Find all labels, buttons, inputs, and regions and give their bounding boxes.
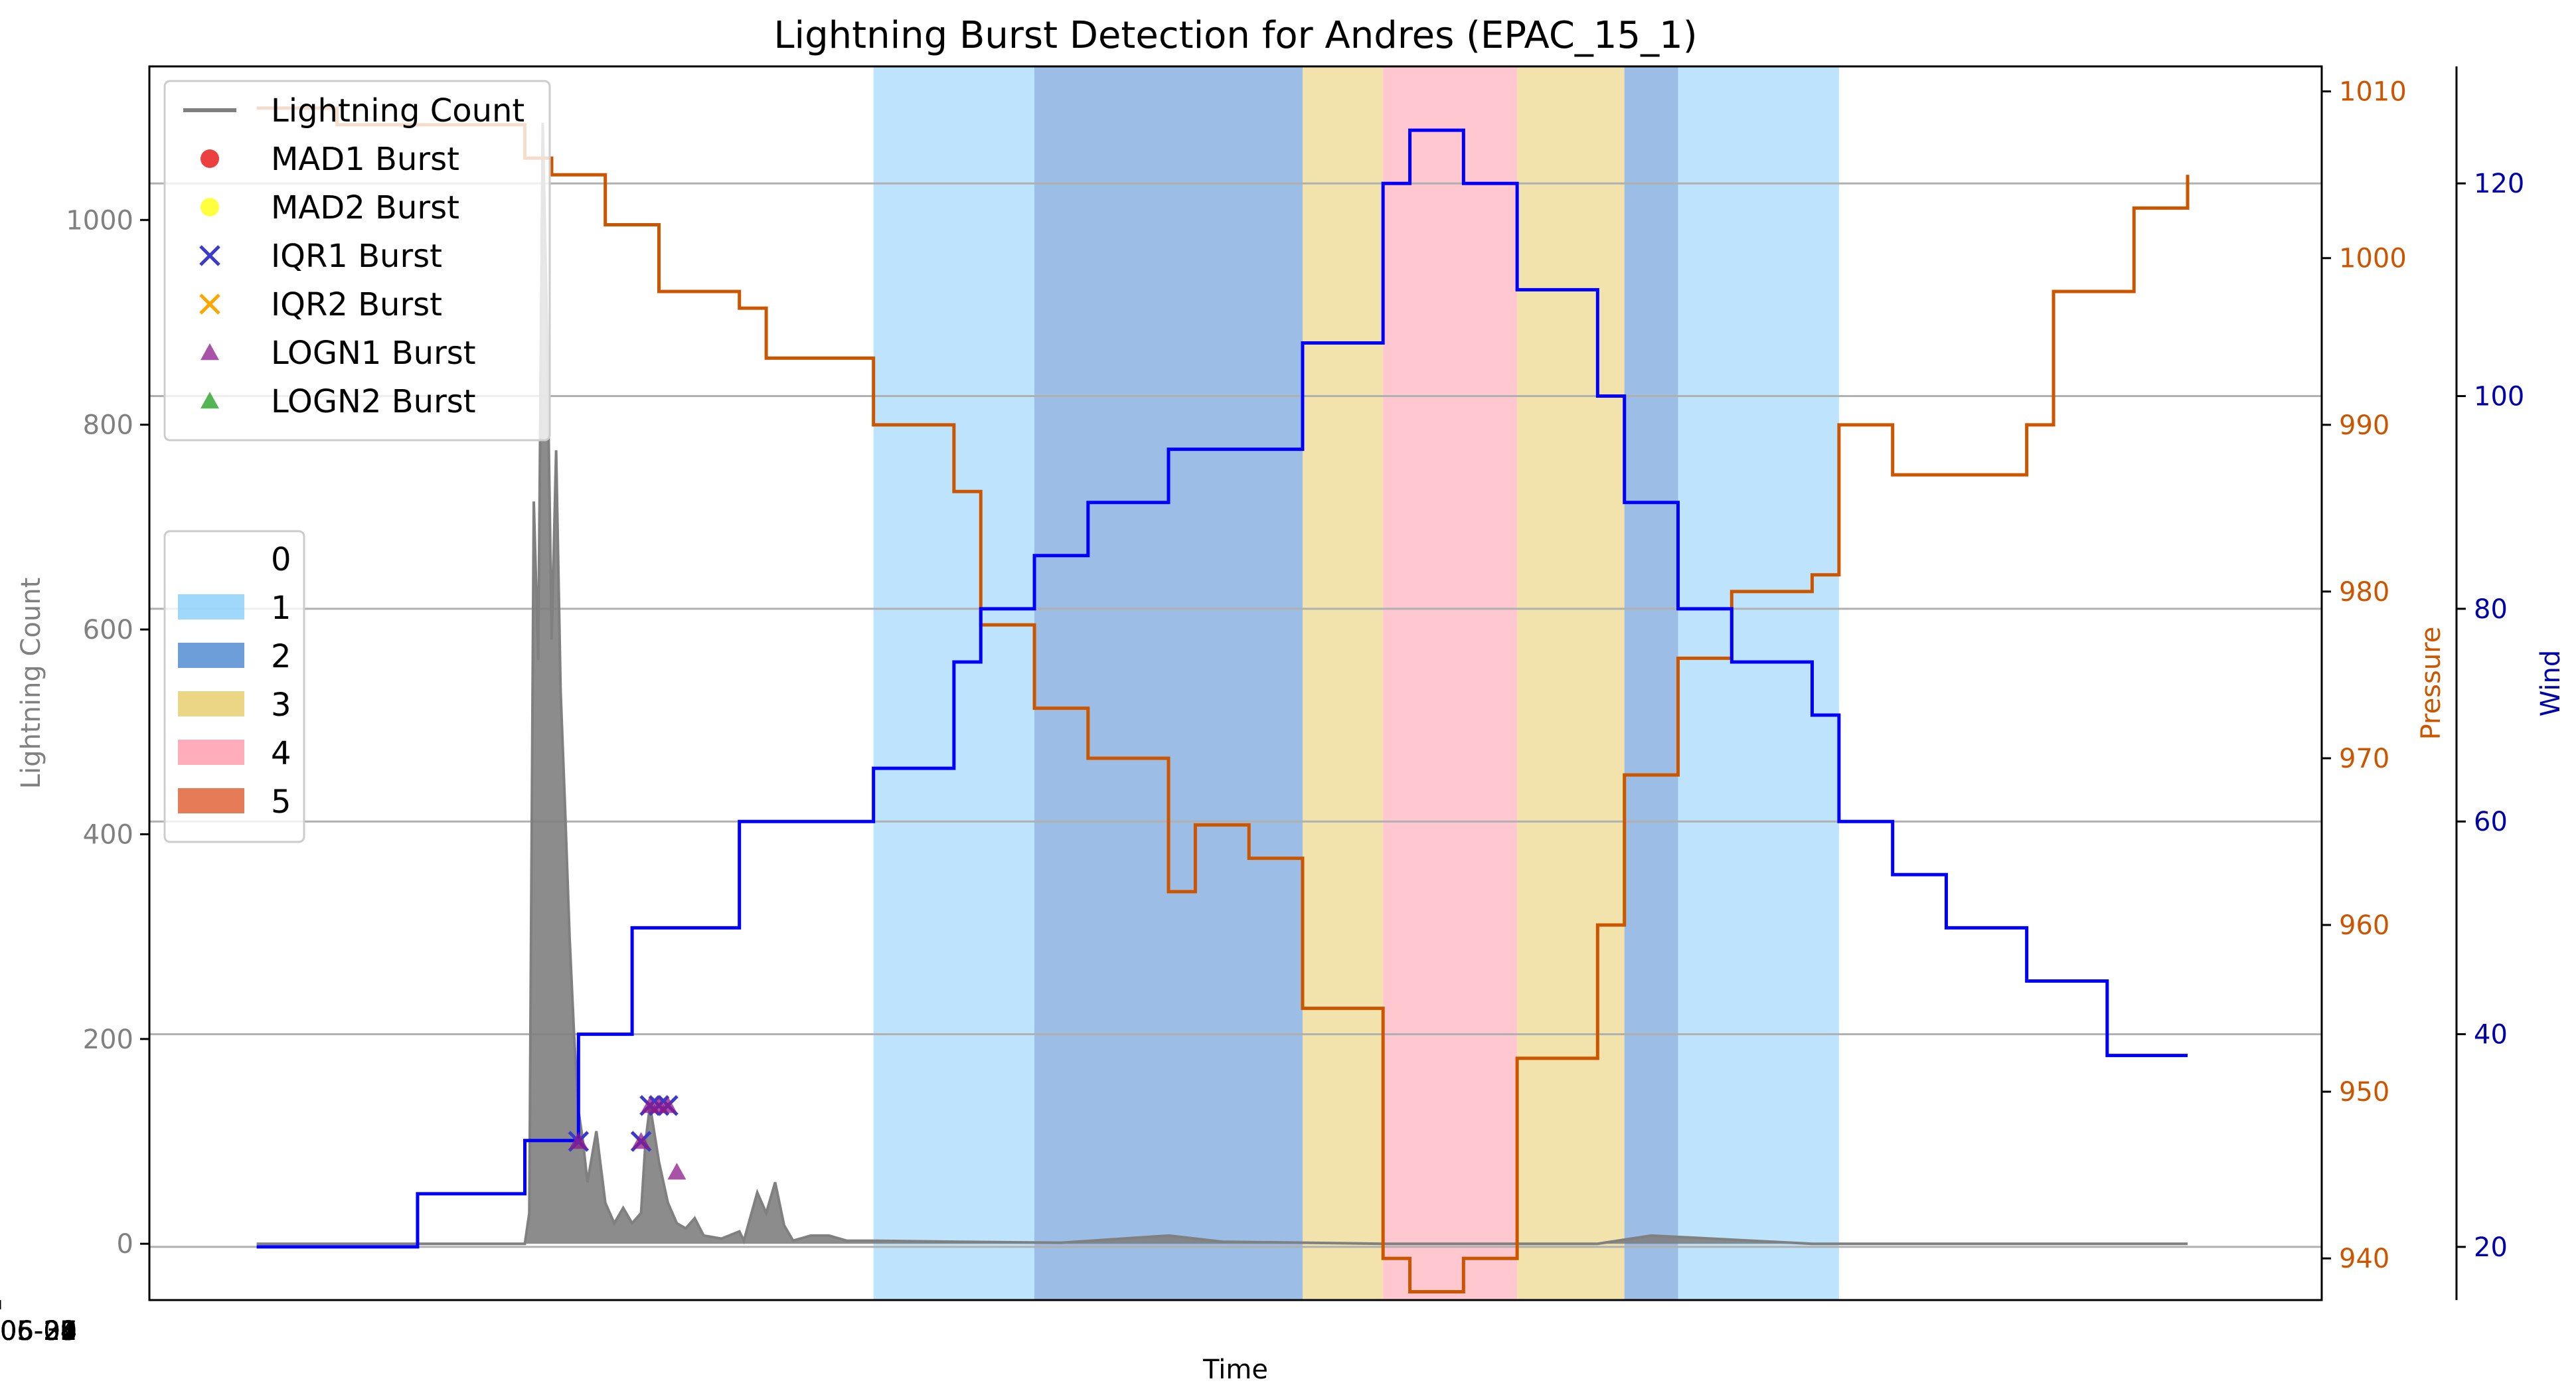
x-tick-label: 2015-06-02	[0, 1316, 77, 1347]
pressure-line	[256, 106, 2190, 1293]
x-tick-label: 2015-05-27	[0, 1316, 77, 1347]
category-swatch-5	[178, 788, 244, 813]
category-label-4: 4	[271, 735, 291, 772]
legend-label-iqr1-burst: IQR1 Burst	[271, 238, 442, 275]
tick-labels: 2015-05-272015-05-282015-05-292015-05-30…	[0, 77, 2524, 1347]
category-band-2	[1624, 66, 1678, 1300]
burst-markers	[568, 1095, 686, 1180]
legend-marker-iqr2-burst-stroke	[199, 293, 220, 315]
x-tick-label: 2015-05-30	[0, 1316, 77, 1347]
y-pressure-tick-label: 940	[2339, 1244, 2389, 1274]
grid-lines	[149, 182, 2322, 1248]
legend-label-logn2-burst: LOGN2 Burst	[271, 383, 476, 420]
y-left-tick-label: 200	[83, 1025, 133, 1055]
y-axis-label-wind: Wind	[2536, 650, 2566, 717]
category-label-0: 0	[271, 541, 291, 578]
legend-box	[163, 80, 551, 442]
y-pressure-tick-label: 990	[2339, 410, 2389, 441]
y-left-tick-label: 400	[83, 819, 133, 850]
x-tick-label: 2015-06-04	[0, 1316, 77, 1347]
logn1-burst-point	[631, 1132, 651, 1149]
chart-title: Lightning Burst Detection for Andres (EP…	[773, 14, 1697, 57]
legend-marker-logn2-burst	[201, 392, 219, 409]
x-tick-label: 2015-06-05	[0, 1316, 77, 1347]
y-wind-tick-label: 100	[2474, 382, 2524, 412]
x-tick-label: 2015-06-01	[0, 1316, 77, 1347]
category-bands	[873, 66, 1839, 1300]
legend-marker-iqr2-burst	[199, 293, 220, 315]
y-wind-tick-label: 60	[2474, 807, 2508, 837]
y-wind-tick-label: 40	[2474, 1020, 2508, 1050]
category-swatch-4	[178, 740, 244, 765]
y-pressure-tick-label: 960	[2339, 910, 2389, 941]
category-legend: 0 1 2 3 4 5	[163, 530, 305, 843]
y-wind-tick-label: 20	[2474, 1232, 2508, 1263]
logn1-burst-point	[658, 1096, 677, 1113]
y-pressure-tick-label: 970	[2339, 744, 2389, 774]
legend-label-iqr2-burst: IQR2 Burst	[271, 286, 442, 323]
y-left-tick-label: 600	[83, 615, 133, 645]
x-tick-label: 2015-05-28	[0, 1316, 77, 1347]
y-pressure-tick-label: 1000	[2339, 244, 2407, 274]
plot-frame	[148, 65, 2323, 1301]
legend-marker-iqr1-burst-stroke	[199, 245, 220, 266]
category-label-1: 1	[271, 590, 291, 627]
series-lines	[256, 106, 2190, 1293]
x-tick-label: 2015-05-29	[0, 1316, 77, 1347]
logn1-burst-point	[667, 1163, 686, 1180]
category-swatch-3	[178, 691, 244, 716]
y-wind-tick-label: 120	[2474, 169, 2524, 199]
x-axis-label: Time	[1202, 1355, 1268, 1385]
legend-marker-logn1-burst	[201, 343, 219, 361]
y-axis-label-pressure: Pressure	[2416, 627, 2447, 740]
category-label-2: 2	[271, 638, 291, 675]
legend-label-mad2-burst: MAD2 Burst	[271, 189, 459, 226]
legend-marker-mad1-burst	[201, 149, 219, 168]
category-band-3	[1302, 66, 1384, 1300]
lightning-count-line	[256, 122, 2188, 1246]
legend: Lightning Count MAD1 Burst MAD2 Burst IQR1 …	[163, 80, 551, 442]
y-left-tick-label: 1000	[66, 205, 133, 236]
legend-marker-iqr1-burst	[199, 245, 220, 266]
category-swatch-2	[178, 643, 244, 668]
category-label-3: 3	[271, 687, 291, 724]
category-band-2	[1034, 66, 1303, 1300]
y-wind-tick-label: 80	[2474, 594, 2508, 625]
y-pressure-tick-label: 980	[2339, 577, 2389, 608]
category-swatch-1	[178, 594, 244, 619]
legend-marker-mad2-burst	[201, 198, 219, 216]
y-axis-label-lightning: Lightning Count	[16, 578, 46, 789]
category-band-1	[1678, 66, 1839, 1300]
legend-label-mad1-burst: MAD1 Burst	[271, 141, 459, 178]
category-band-4	[1383, 66, 1518, 1300]
x-tick-label: 2015-05-31	[0, 1316, 77, 1347]
legend-label-lightning-count: Lightning Count	[271, 92, 524, 129]
y-left-tick-label: 800	[83, 410, 133, 441]
logn1-burst-point	[569, 1132, 588, 1149]
wind-line	[256, 128, 2188, 1249]
category-label-5: 5	[271, 783, 291, 821]
legend-label-logn1-burst: LOGN1 Burst	[271, 335, 476, 372]
category-band-3	[1517, 66, 1625, 1300]
y-pressure-tick-label: 1010	[2339, 77, 2407, 108]
y-left-tick-label: 0	[117, 1229, 133, 1260]
x-tick-label: 2015-06-03	[0, 1316, 77, 1347]
axes	[148, 65, 2458, 1301]
y-pressure-tick-label: 950	[2339, 1077, 2389, 1108]
